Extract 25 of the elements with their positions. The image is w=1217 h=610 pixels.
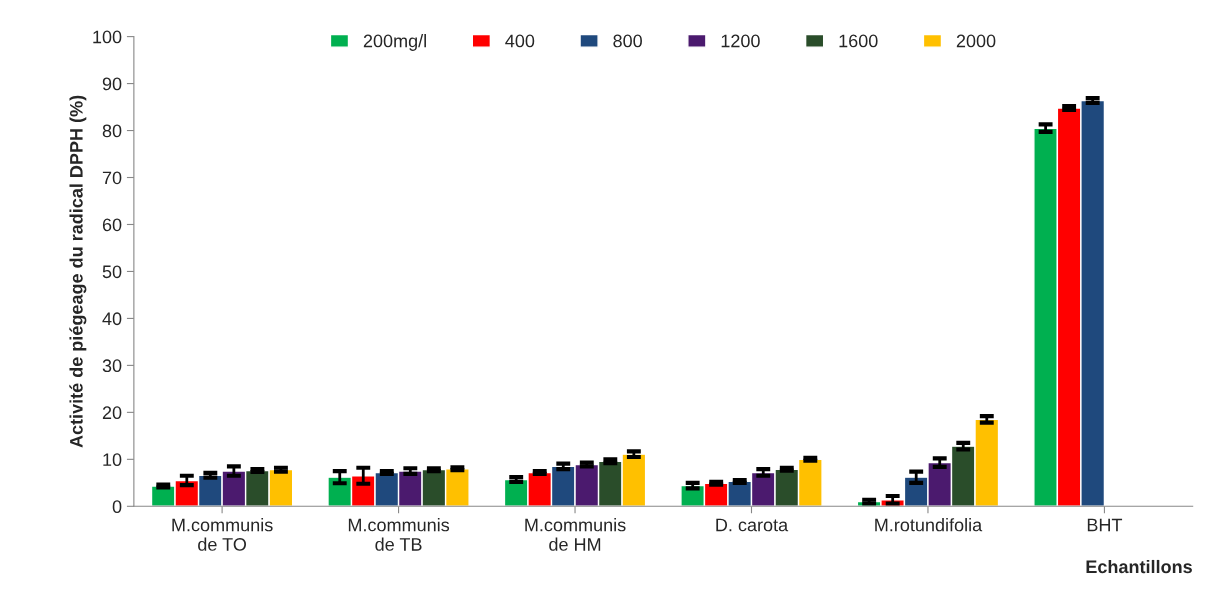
y-tick-label: 60 (102, 218, 122, 232)
legend-label: 2000 (956, 34, 996, 48)
y-tick-label: 20 (102, 406, 122, 420)
x-tick-label: BHT (1087, 518, 1123, 532)
y-axis-title: Activité de piégeage du radical DPPH (%) (69, 95, 87, 448)
x-axis-title: Echantillons (1086, 559, 1192, 574)
x-tick-label: M.communis de TB (348, 518, 450, 551)
y-tick-label: 100 (93, 30, 122, 44)
y-tick-label: 0 (112, 500, 122, 514)
y-tick-label: 80 (102, 124, 122, 138)
y-tick-label: 90 (102, 77, 122, 91)
x-tick-label: M.communis de TO (172, 518, 273, 551)
y-tick-label: 10 (103, 453, 122, 467)
legend-label: 1600 (839, 34, 878, 48)
y-tick-label: 30 (102, 359, 122, 373)
legend-label: 1200 (721, 34, 760, 48)
legend-label: 800 (613, 34, 642, 48)
y-tick-label: 70 (102, 171, 122, 185)
x-tick-label: M.communis de HM (525, 518, 626, 551)
legend-label: 400 (505, 34, 535, 48)
x-tick-label: D. carota (716, 518, 789, 532)
x-tick-label: M.rotundifolia (875, 518, 983, 532)
y-tick-label: 40 (102, 312, 122, 326)
y-tick-label: 50 (102, 265, 122, 279)
legend-label: 200mg/l (363, 34, 426, 51)
